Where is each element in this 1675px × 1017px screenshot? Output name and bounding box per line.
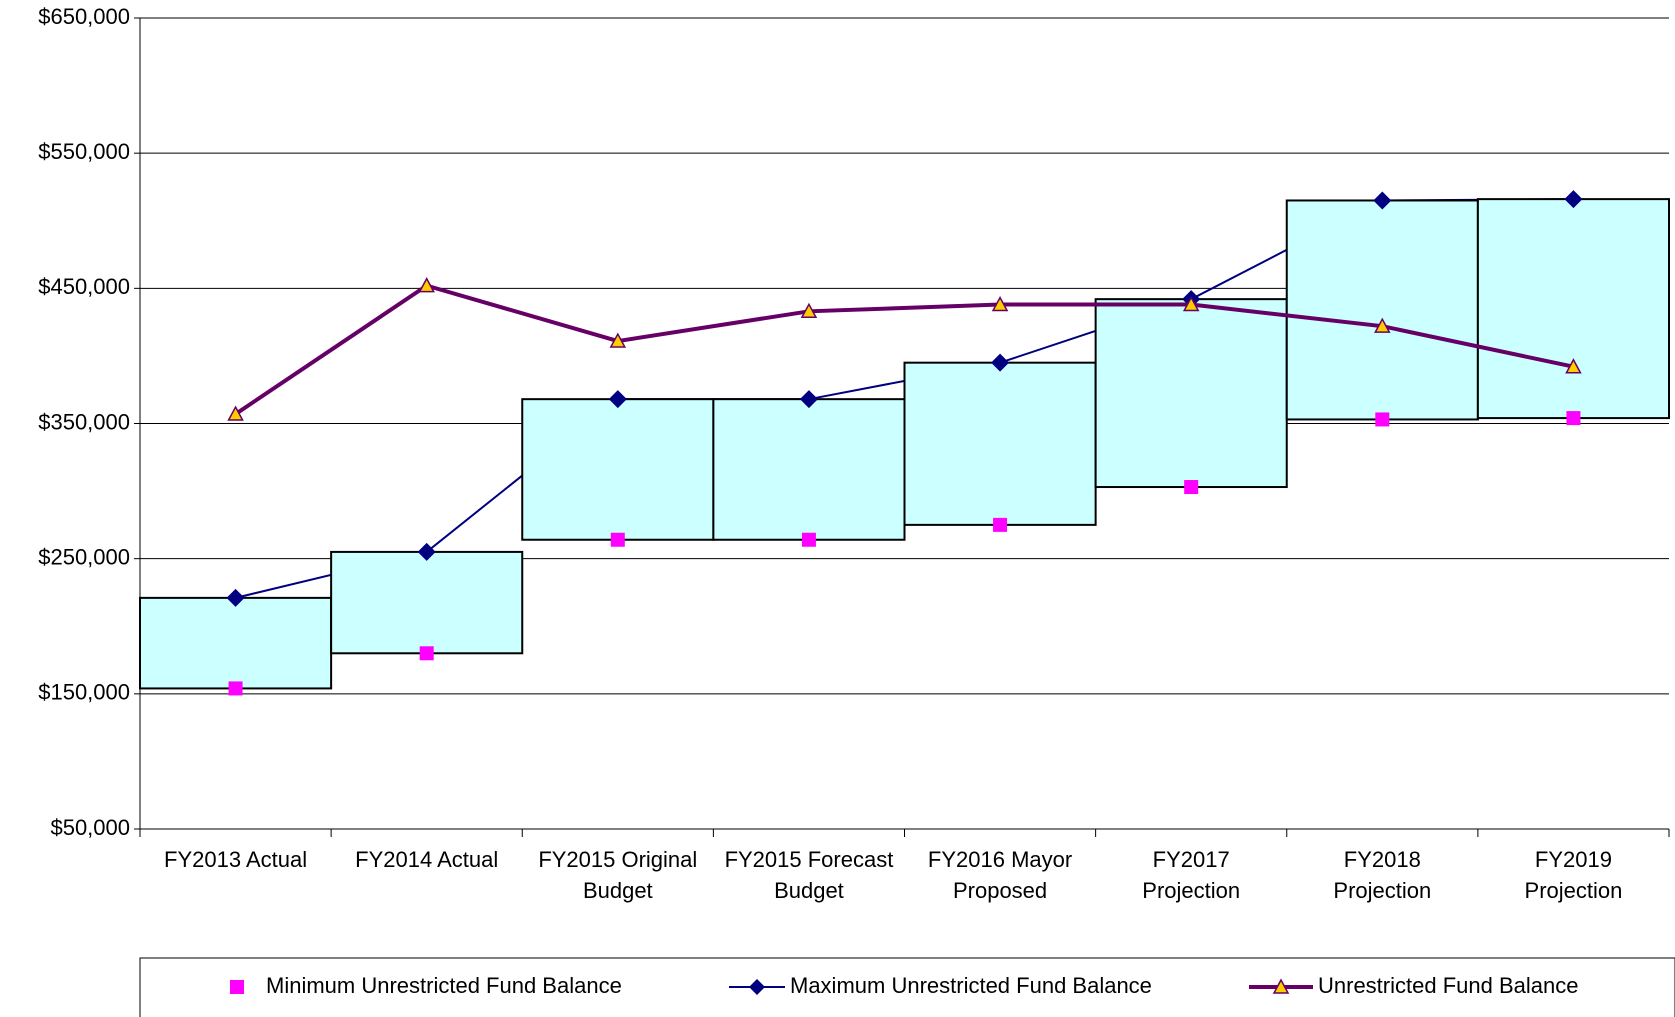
range-box: [1285, 199, 1479, 421]
balance-line: [234, 283, 1574, 416]
x-tick-label-line: FY2018: [1344, 847, 1421, 872]
x-tick-label: FY2014 Actual: [355, 847, 498, 872]
balance-marker: [800, 302, 818, 319]
x-tick-label-line: Projection: [1333, 878, 1431, 903]
legend-label: Minimum Unrestricted Fund Balance: [266, 973, 622, 998]
legend-marker: [230, 980, 244, 994]
y-tick-label: $50,000: [50, 815, 130, 840]
x-tick-label-line: FY2017: [1153, 847, 1230, 872]
legend-label: Maximum Unrestricted Fund Balance: [790, 973, 1152, 998]
min-marker: [610, 532, 625, 547]
min-marker: [1566, 411, 1581, 426]
balance-marker: [418, 277, 435, 293]
min-marker: [801, 532, 816, 547]
max-marker: [417, 542, 436, 561]
x-tick-label-line: FY2014 Actual: [355, 847, 498, 872]
x-tick-label-line: FY2019: [1535, 847, 1612, 872]
range-box: [712, 398, 906, 541]
range-box: [1476, 198, 1670, 420]
balance-marker: [1182, 295, 1200, 312]
min-marker: [1184, 480, 1199, 495]
y-tick-label: $250,000: [38, 544, 130, 569]
range-box: [330, 550, 524, 655]
x-tick-label: FY2015 Forecast Budget: [725, 847, 894, 903]
balance-marker: [227, 405, 244, 421]
x-tick-label-line: FY2013 Actual: [164, 847, 307, 872]
legend-marker: [749, 979, 765, 995]
max-marker: [991, 353, 1010, 372]
max-marker: [1564, 190, 1583, 209]
balance-marker: [1374, 317, 1391, 333]
balance-marker: [991, 295, 1009, 312]
x-tick-label-line: Budget: [583, 878, 653, 903]
max-marker: [799, 390, 818, 409]
x-tick-label-line: Projection: [1142, 878, 1240, 903]
y-tick-label: $350,000: [38, 409, 130, 434]
min-marker: [419, 646, 434, 661]
x-tick-label-line: Projection: [1525, 878, 1623, 903]
range-box: [521, 398, 715, 541]
x-tick-label: FY2016 Mayor Proposed: [928, 847, 1072, 903]
legend-marker: [1272, 978, 1290, 994]
x-tick-label: FY2017 Projection: [1142, 847, 1240, 903]
x-tick-label-line: Budget: [774, 878, 844, 903]
x-tick-label: FY2013 Actual: [164, 847, 307, 872]
max-marker: [226, 588, 245, 607]
x-tick-label-line: FY2016 Mayor: [928, 847, 1072, 872]
y-tick-label: $150,000: [38, 680, 130, 705]
balance-marker: [1565, 358, 1582, 374]
x-tick-label: FY2018 Projection: [1333, 847, 1431, 903]
x-tick-label-line: Proposed: [953, 878, 1047, 903]
range-box: [1094, 298, 1288, 489]
min-marker: [993, 517, 1008, 532]
max-marker: [608, 390, 627, 409]
x-tick-label-line: FY2015 Forecast: [725, 847, 894, 872]
range-box: [903, 361, 1097, 526]
min-marker: [1375, 412, 1390, 427]
x-tick-label: FY2015 Original Budget: [538, 847, 697, 903]
min-marker: [228, 681, 243, 696]
legend-label: Unrestricted Fund Balance: [1318, 973, 1578, 998]
balance-marker: [609, 332, 627, 348]
y-tick-label: $550,000: [38, 139, 130, 164]
y-tick-label: $450,000: [38, 274, 130, 299]
range-box: [139, 596, 333, 690]
y-tick-label: $650,000: [38, 4, 130, 29]
x-tick-label: FY2019 Projection: [1525, 847, 1623, 903]
legend-box: [139, 957, 1675, 1017]
max-marker: [1373, 191, 1392, 210]
x-tick-label-line: FY2015 Original: [538, 847, 697, 872]
